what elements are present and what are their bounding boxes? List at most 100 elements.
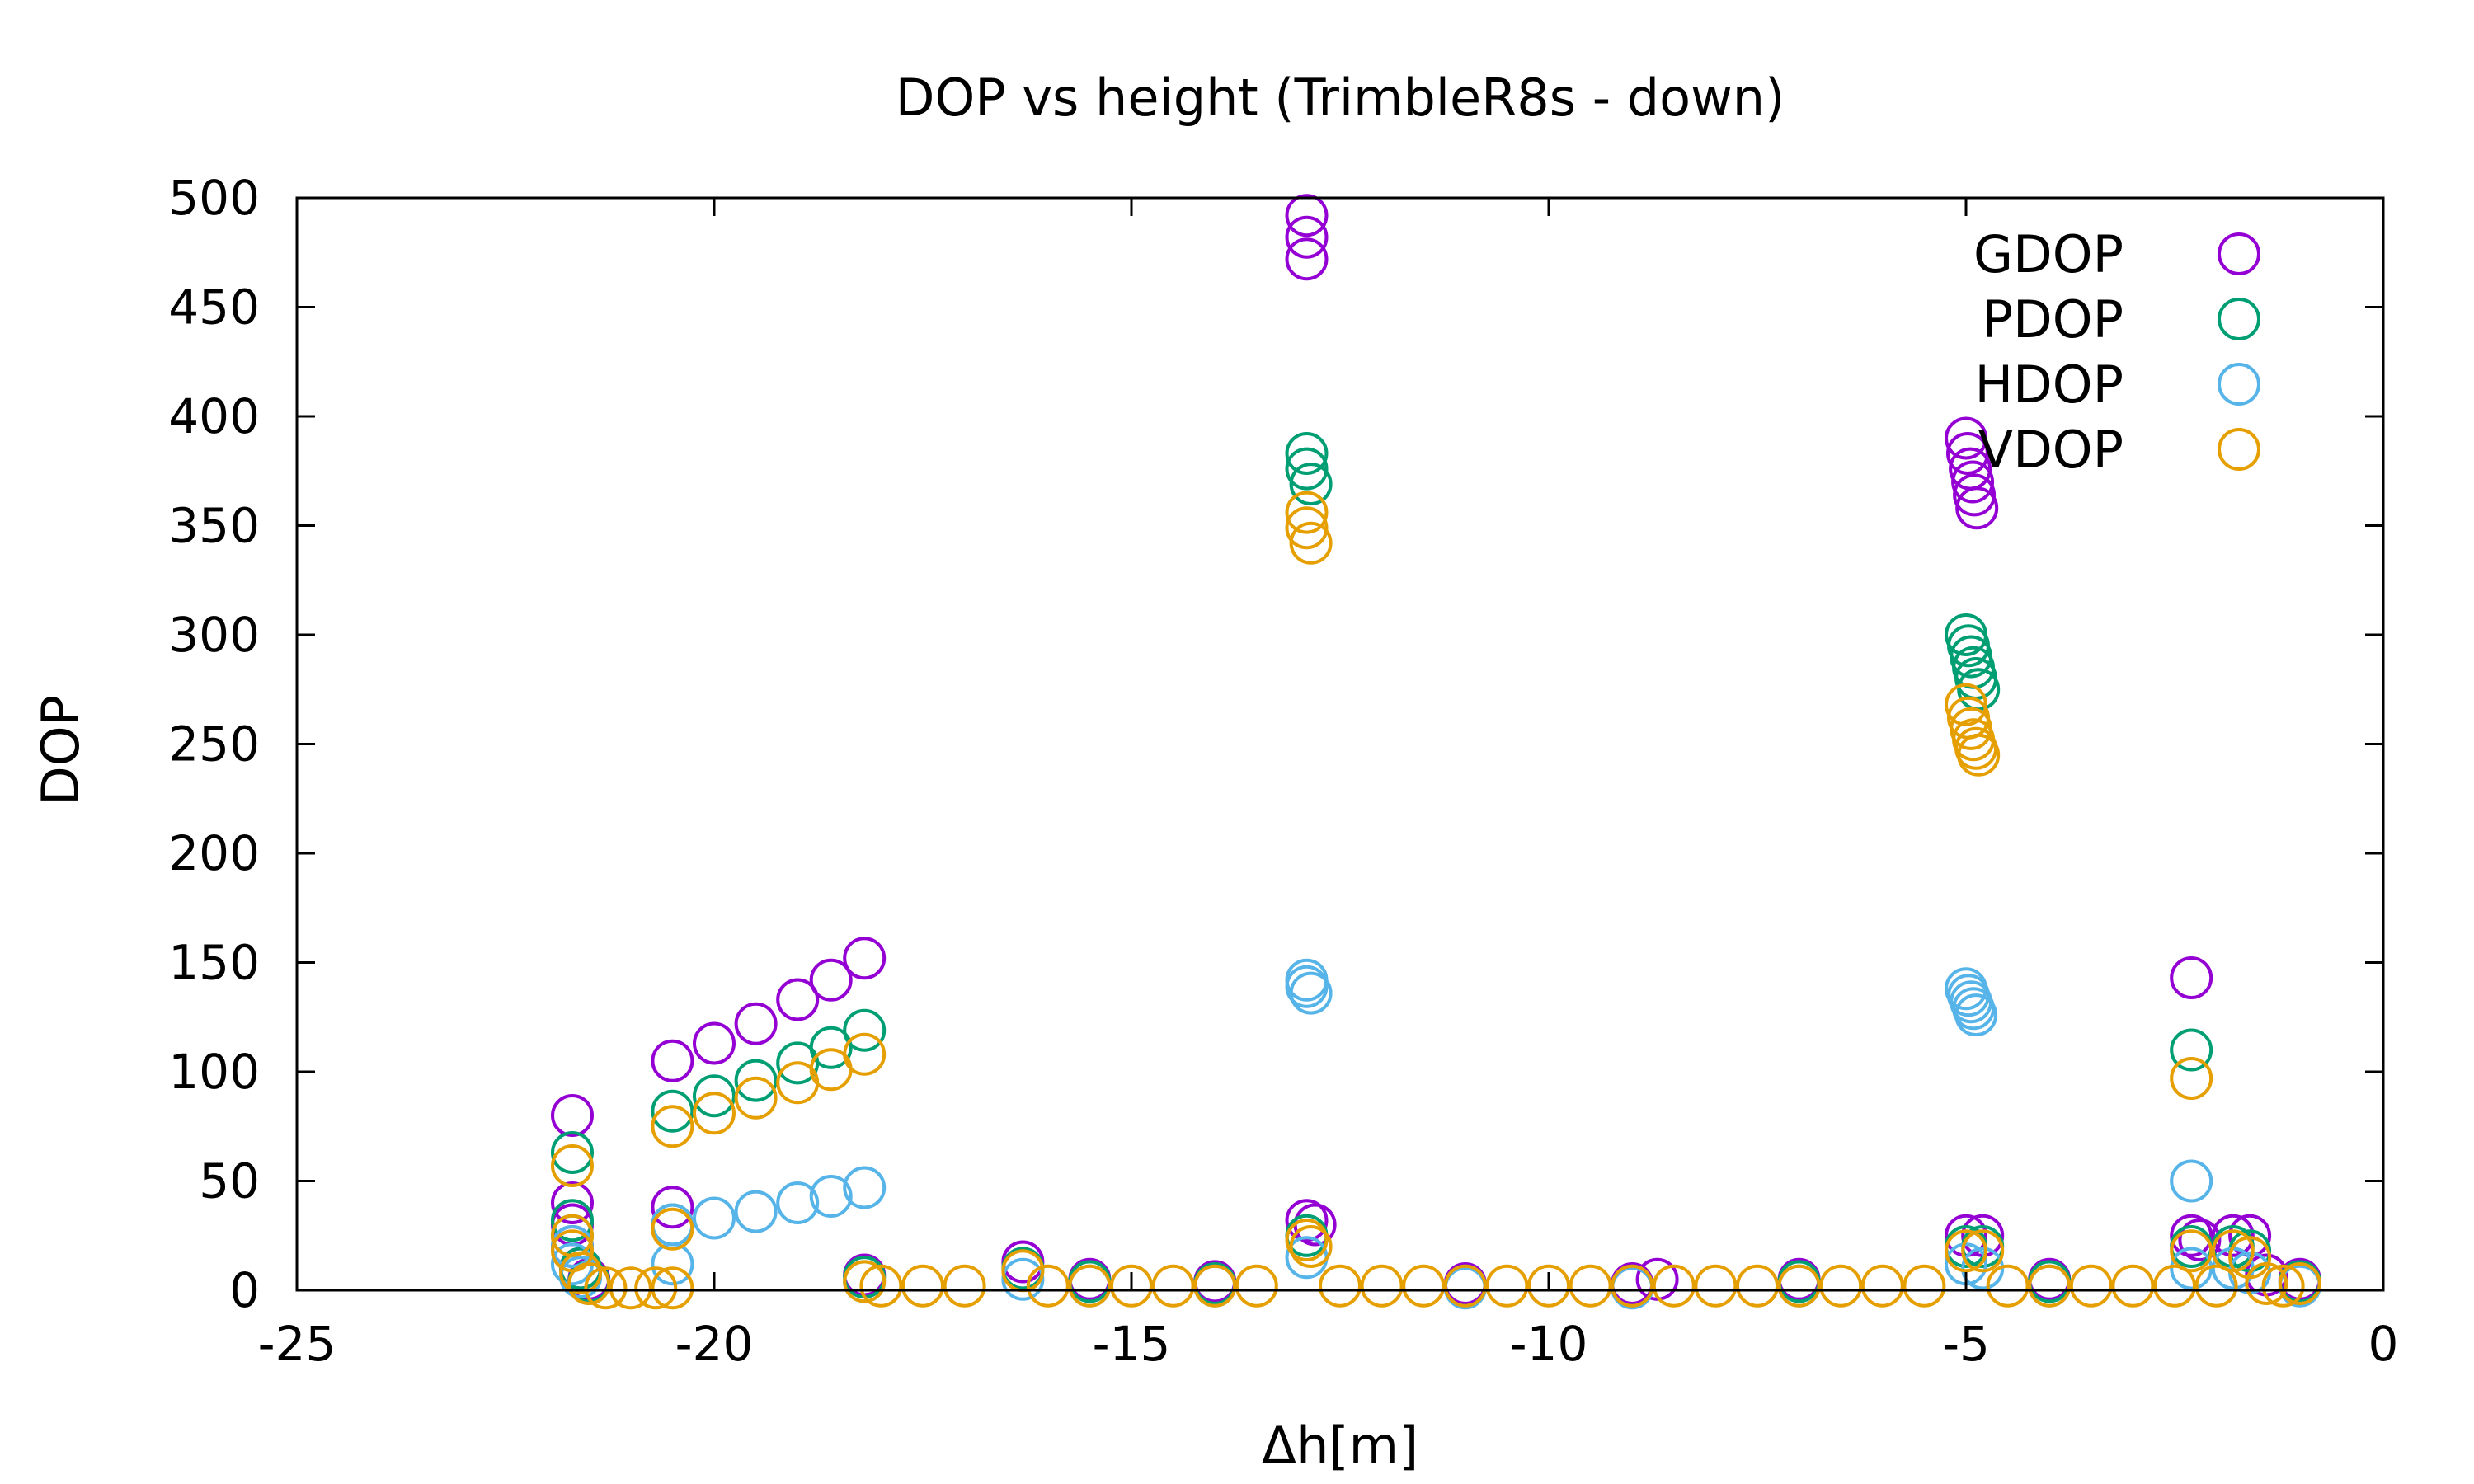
pdop-point [651,1089,694,1133]
vdop-point [1957,733,2001,777]
vdop-point [843,1032,887,1076]
gdop-point [1946,432,1989,475]
gdop-point [1951,460,1995,504]
vdop-point [559,1251,603,1294]
pdop-point [551,1199,594,1242]
gdop-point [2178,1219,2222,1261]
hdop-point [1289,971,1333,1015]
x-tick-label: -25 [258,1316,336,1372]
gdop-point [734,1002,778,1045]
vdop-point [1611,1264,1654,1308]
gdop-point [1955,486,1999,530]
legend-marker-vdop [2218,428,2260,471]
gdop-point [1285,237,1329,281]
vdop-point [2170,1057,2213,1100]
vdop-point [2069,1264,2113,1308]
vdop-point [1652,1264,1696,1308]
vdop-point [1110,1264,1153,1308]
vdop-point [1285,1219,1329,1261]
pdop-point [1285,432,1329,475]
vdop-point [1569,1264,1612,1308]
vdop-point [551,1144,594,1187]
vdop-point [1777,1264,1821,1308]
gdop-point [651,1186,694,1229]
gdop-point [776,978,820,1021]
vdop-point [651,1266,694,1310]
y-tick-label: 100 [168,1044,260,1100]
vdop-point [1485,1264,1529,1308]
vdop-point [1289,1225,1333,1268]
plot-area: -25 -20 -15 -10 -5 0 0 50 100 150 200 250 300 350 400 4… [168,170,2398,1372]
vdop-point [1068,1264,1112,1308]
vdop-point [567,1262,611,1305]
gdop-point [551,1181,594,1224]
pdop-point [734,1059,778,1102]
y-tick-label: 50 [199,1153,260,1209]
vdop-point [1285,491,1329,534]
y-tick-label: 150 [168,935,260,991]
vdop-point [1945,1229,1987,1273]
hdop-point [1285,965,1329,1008]
vdop-point [1289,521,1333,565]
gdop-point [1285,1199,1329,1242]
x-axis-label: Δh[m] [1262,1416,1418,1476]
pdop-point [809,1026,853,1069]
vdop-point [2228,1236,2272,1280]
vdop-point [1443,1264,1487,1308]
series-pdop [551,432,2321,1308]
pdop-point [2170,1028,2213,1072]
pdop-point [1285,447,1329,491]
vdop-point [2028,1264,2072,1308]
vdop-point [634,1266,678,1310]
vdop-point [693,1092,736,1135]
series-layer [551,194,2321,1310]
vdop-point [843,1260,887,1303]
vdop-point [1402,1264,1446,1308]
x-tick-label: -15 [1093,1316,1171,1372]
vdop-point [1819,1264,1863,1308]
vdop-point [2111,1264,2155,1308]
gdop-point [2170,956,2213,999]
hdop-point [843,1166,887,1209]
vdop-point [1986,1264,2030,1308]
gdop-point [693,1021,736,1065]
vdop-point [2153,1264,2196,1308]
y-tick-label: 350 [168,498,260,554]
gdop-point [843,937,887,980]
chart-title: DOP vs height (TrimbleR8s - down) [896,68,1785,128]
series-hdop [551,958,2321,1310]
vdop-point [1026,1264,1070,1308]
vdop-point [1360,1264,1404,1308]
gdop-point [809,958,853,1002]
vdop-point [2278,1262,2321,1305]
vdop-point [1903,1264,1946,1308]
vdop-point [943,1264,986,1308]
vdop-point [2170,1229,2213,1273]
vdop-point [1527,1264,1570,1308]
gdop-point [1945,416,1987,460]
legend-label-vdop: VDOP [1978,420,2124,480]
hdop-point [776,1181,820,1224]
vdop-point [1945,683,1987,726]
gdop-point [651,1039,694,1082]
vdop-point [1193,1264,1237,1308]
gdop-point [2170,1214,2213,1257]
y-tick-label: 500 [168,170,260,226]
y-tick-label: 400 [168,388,260,444]
y-tick-label: 250 [168,716,260,773]
gdop-point [2211,1214,2255,1257]
legend-label-pdop: PDOP [1982,289,2124,350]
gdop-point [1953,473,1997,517]
gdop-point [1285,215,1329,259]
legend-marker-pdop [2218,298,2260,340]
y-tick-label: 300 [168,607,260,663]
vdop-point [1694,1264,1738,1308]
legend-label-hdop: HDOP [1974,355,2124,415]
vdop-point [859,1264,903,1308]
x-tick-label: -20 [675,1316,754,1372]
x-tick-label: -10 [1510,1316,1588,1372]
y-tick-label: 0 [229,1262,260,1318]
vdop-point [651,1207,694,1251]
